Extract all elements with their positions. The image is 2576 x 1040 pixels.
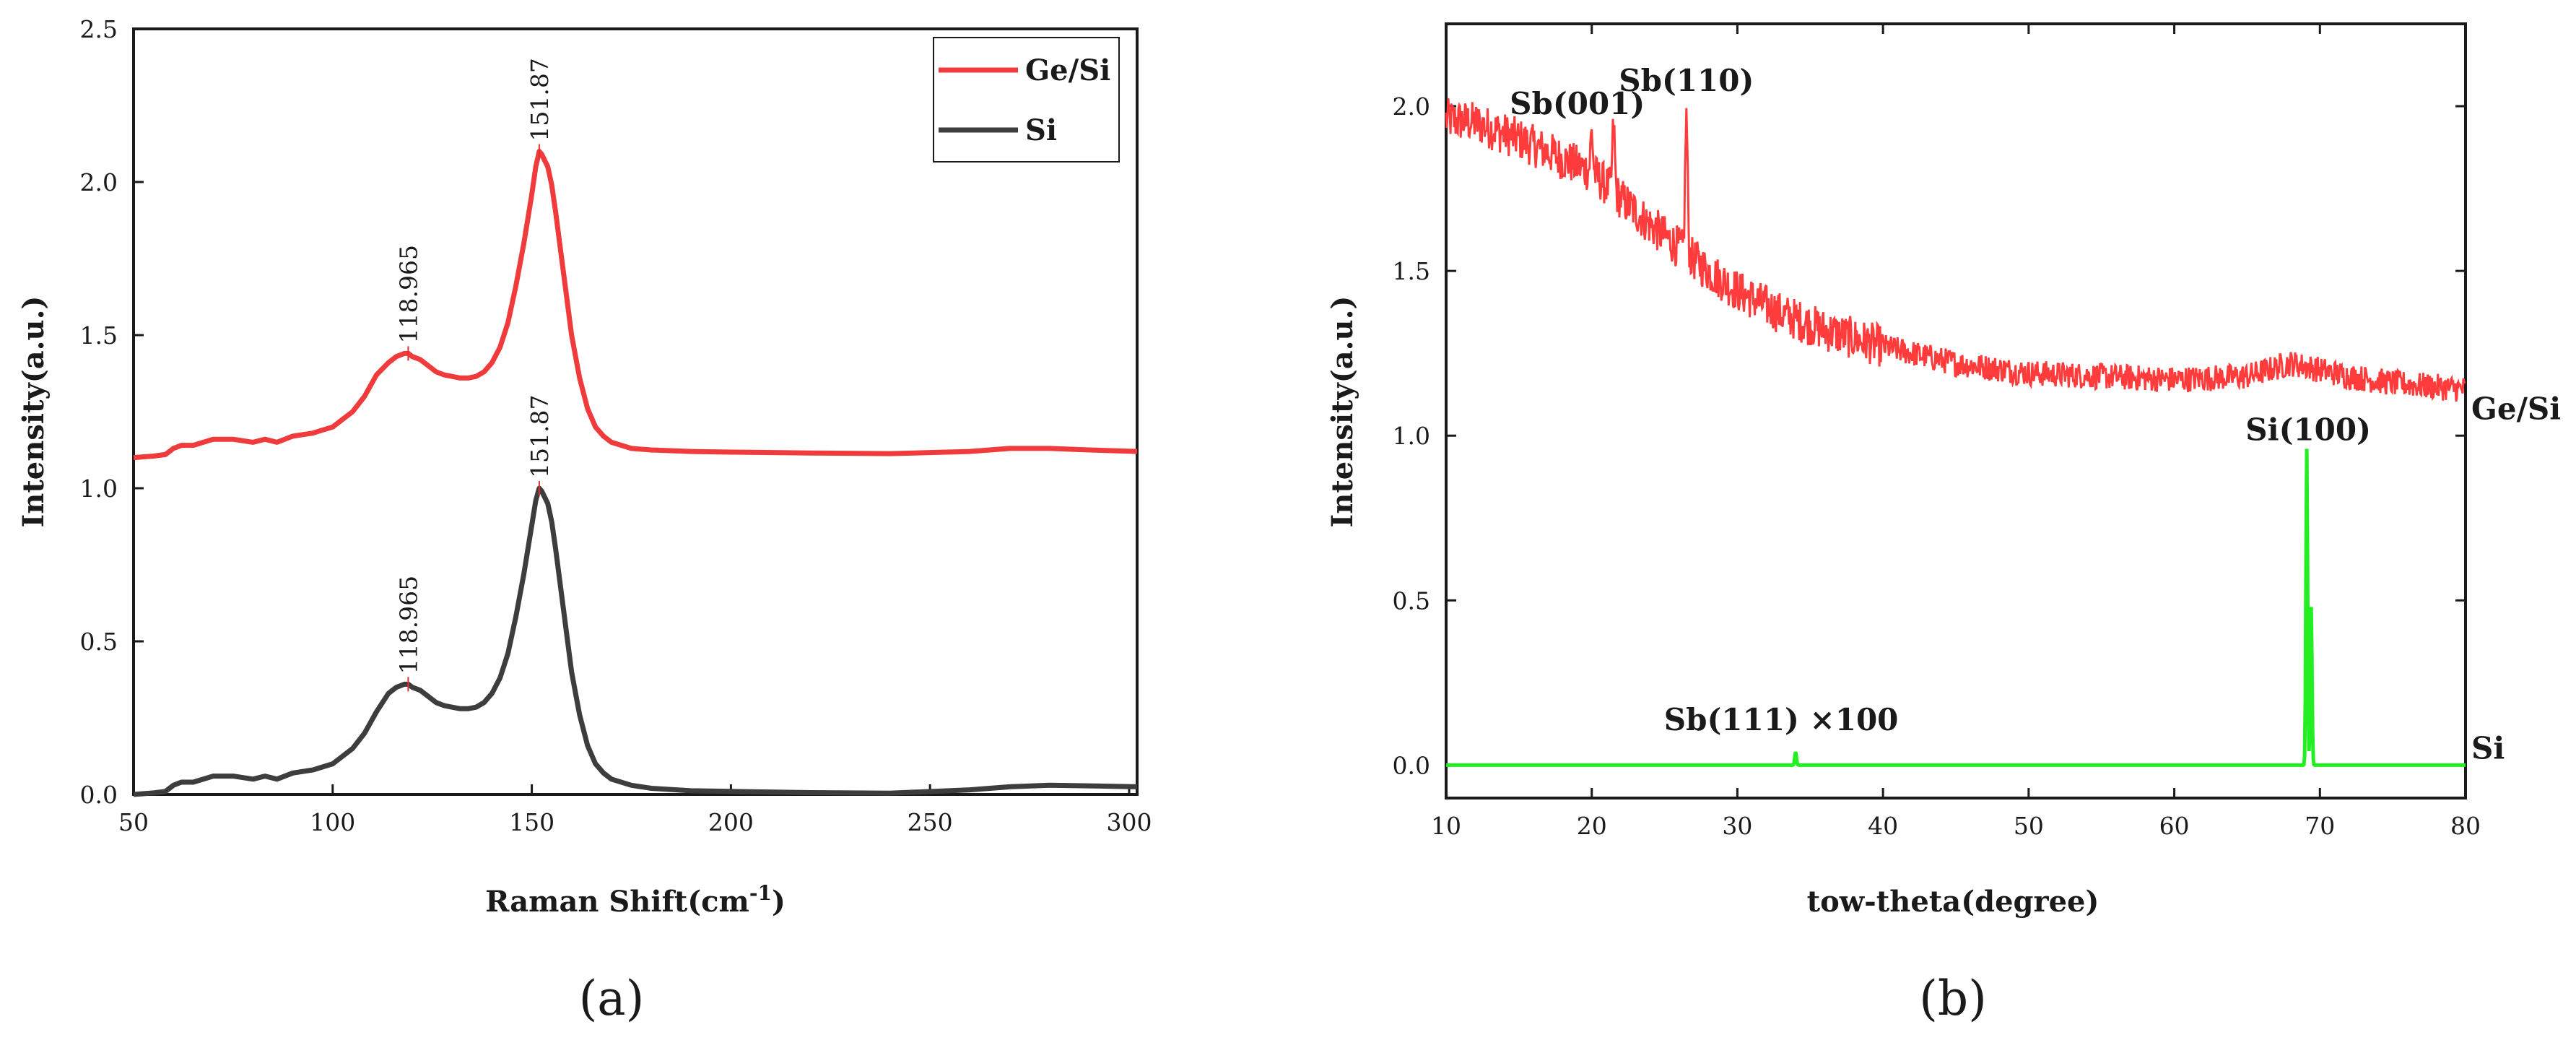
panel-b-series <box>1445 98 2466 767</box>
panel-b-xtick-label: 30 <box>1722 812 1752 840</box>
peak-label: 151.87 <box>526 395 554 478</box>
panel-b: 10 20 30 40 50 60 70 800.00.51.01.52.0 Sb(001)S… <box>1326 22 2561 1026</box>
peak-label: 118.965 <box>394 576 422 674</box>
panel-b-frame <box>1445 22 2467 800</box>
panel-b-ytick-label: 0.5 <box>1393 586 1430 615</box>
series-line-ge-si <box>133 149 1138 461</box>
panel-a-xtick-label: 200 <box>708 808 754 836</box>
panel-a-ytick-label: 0.0 <box>80 781 118 809</box>
panel-a-ytick-label: 2.5 <box>80 15 118 43</box>
panel-a-annotations: 118.965 151.87 118.965 151.87 <box>394 58 554 692</box>
panel-b-ytick-label: 1.5 <box>1393 257 1430 285</box>
panel-b-xtick-label: 50 <box>2014 812 2044 840</box>
panel-a-xtick-label: 100 <box>310 808 355 836</box>
panel-a-ylabel: Intensity(a.u.) <box>17 296 51 528</box>
series-line-si <box>133 485 1138 797</box>
peak-label: Sb(110) <box>1619 63 1754 98</box>
panel-b-ticks <box>1445 24 2467 798</box>
panel-b-label: (b) <box>1919 971 1987 1026</box>
panel-a-ytick-label: 2.0 <box>80 168 118 196</box>
series-end-label: Si <box>2471 730 2505 766</box>
peak-label: Sb(001) <box>1510 86 1645 121</box>
panel-a-ytick-label: 0.5 <box>80 628 118 656</box>
panel-b-xtick-label: 10 <box>1431 812 1461 840</box>
peak-label: 151.87 <box>526 58 554 141</box>
series-line-si <box>1446 448 2466 767</box>
panel-a-xtick-label: 50 <box>118 808 149 836</box>
panel-b-xtick-label: 20 <box>1577 812 1607 840</box>
panel-b-xtick-label: 80 <box>2450 812 2481 840</box>
peak-label: 118.965 <box>394 245 422 343</box>
panel-b-xtick-label: 40 <box>1868 812 1898 840</box>
series-end-label: Ge/Si <box>2471 391 2561 426</box>
panel-a-frame <box>132 27 1139 796</box>
panel-a-xtick-label: 250 <box>908 808 953 836</box>
panel-b-ytick-label: 1.0 <box>1393 422 1430 450</box>
panel-b-xlabel: tow-theta(degree) <box>1807 885 2099 919</box>
panel-a: 50 100 150 200 250 300 0.0 0.5 1.0 1.5 2.0 2.5 118.… <box>17 15 1152 1026</box>
series-line-ge-si <box>1445 98 2466 402</box>
panel-b-ytick-label: 2.0 <box>1393 92 1430 121</box>
legend-label-ge-si: Ge/Si <box>1025 53 1110 87</box>
panel-a-tick-labels: 50 100 150 200 250 300 0.0 0.5 1.0 1.5 2.0 2.5 <box>80 15 1152 836</box>
panel-b-tick-labels: 10 20 30 40 50 60 70 80 0.0 0.5 1.0 1.5 2.0 <box>1393 92 2481 840</box>
panel-a-xtick-label: 300 <box>1106 808 1152 836</box>
legend-box <box>933 37 1120 162</box>
legend-label-si: Si <box>1025 113 1057 147</box>
panel-a-series <box>133 149 1138 797</box>
panel-a-ytick-label: 1.0 <box>80 474 118 503</box>
panel-b-ylabel: Intensity(a.u.) <box>1326 296 1359 528</box>
panel-b-annotations: Sb(001)Sb(110) Si(100) Sb(111) ×100 Ge/Si Si <box>1510 63 2561 766</box>
panel-b-xtick-label: 70 <box>2305 812 2335 840</box>
panel-b-xtick-label: 60 <box>2159 812 2190 840</box>
panel-a-label: (a) <box>579 971 645 1026</box>
panel-a-xlabel: Raman Shift(cm-1) <box>485 881 786 919</box>
panel-b-ytick-label: 0.0 <box>1393 751 1430 779</box>
panel-a-xtick-label: 150 <box>509 808 554 836</box>
peak-label: Si(100) <box>2245 412 2371 447</box>
peak-label: Sb(111) ×100 <box>1664 702 1899 737</box>
panel-a-legend: Ge/Si Si <box>933 37 1120 162</box>
panel-a-ytick-label: 1.5 <box>80 321 118 350</box>
